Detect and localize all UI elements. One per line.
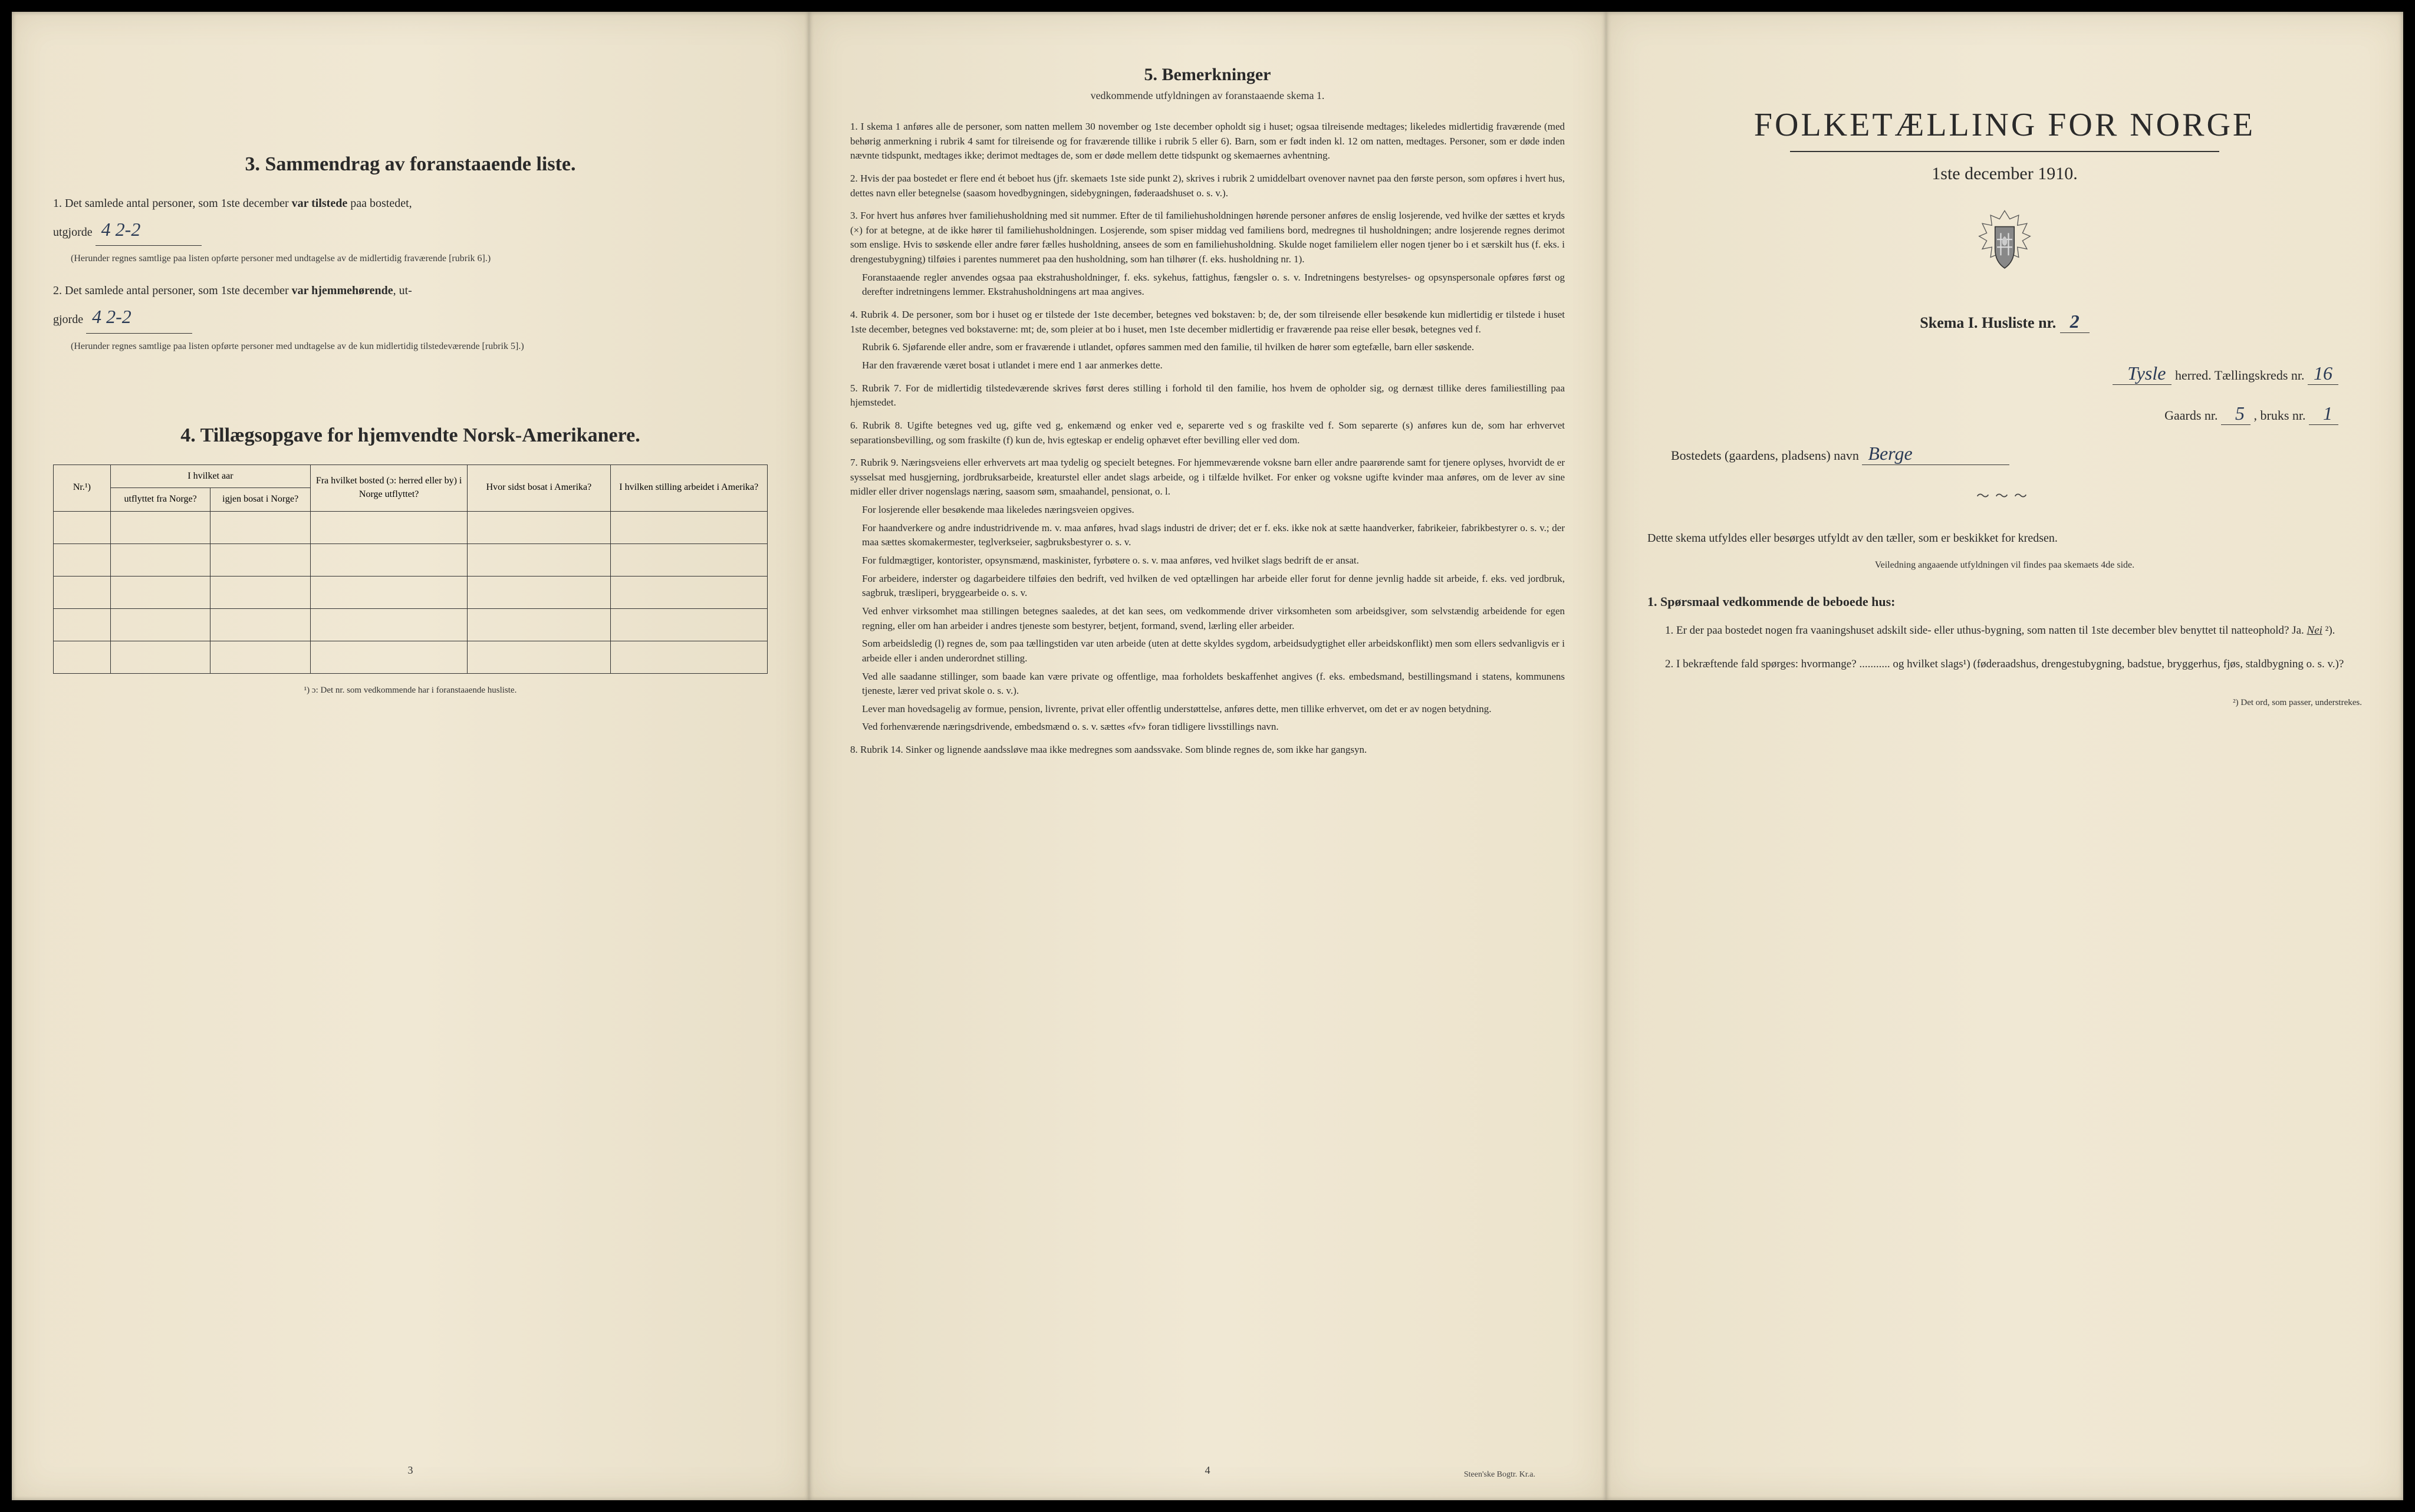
section-4-title: 4. Tillægsopgave for hjemvendte Norsk-Am…	[53, 424, 768, 447]
page-right: FOLKETÆLLING FOR NORGE 1ste december 191…	[1606, 12, 2403, 1500]
title-rule	[1790, 151, 2219, 152]
table-row	[54, 641, 768, 673]
q1-text: 1. Er der paa bostedet nogen fra vaaning…	[1665, 624, 2307, 637]
gaards-line: Gaards nr. 5 , bruks nr. 1	[1647, 403, 2362, 425]
item2-bold: var hjemmehørende	[292, 284, 393, 297]
page-number-3: 3	[408, 1464, 413, 1477]
section-3-title: 3. Sammendrag av foranstaaende liste.	[53, 153, 768, 176]
summary-item-1: 1. Det samlede antal personer, som 1ste …	[53, 193, 768, 266]
remark-4: 4. Rubrik 4. De personer, som bor i huse…	[850, 308, 1565, 373]
table-row	[54, 608, 768, 641]
remark-2: 2. Hvis der paa bostedet er flere end ét…	[850, 172, 1565, 200]
table-row	[54, 511, 768, 543]
th-fra: Fra hvilket bosted (ɔ: herred eller by) …	[310, 465, 467, 511]
item1-note: (Herunder regnes samtlige paa listen opf…	[71, 252, 768, 266]
page-number-4: 4	[1205, 1464, 1210, 1477]
bosted-line: Bostedets (gaardens, pladsens) navn Berg…	[1647, 443, 2362, 465]
item1-line2: utgjorde	[53, 226, 96, 239]
skema-label: Skema I. Husliste nr.	[1920, 314, 2056, 331]
remark-7-sub5: Ved enhver virksomhet maa stillingen bet…	[862, 604, 1565, 633]
remark-7-sub1: For losjerende eller besøkende maa likel…	[862, 503, 1565, 518]
bosted-name: Berge	[1862, 443, 2009, 465]
kreds-nr: 16	[2308, 363, 2338, 385]
gaards-nr: 5	[2221, 403, 2251, 425]
crest-icon	[1972, 207, 2037, 284]
remark-4-sub1: Rubrik 6. Sjøfarende eller andre, som er…	[862, 340, 1565, 355]
bruks-nr: 1	[2309, 403, 2338, 425]
page-left: 3. Sammendrag av foranstaaende liste. 1.…	[12, 12, 809, 1500]
remarks-title: 5. Bemerkninger	[850, 65, 1565, 85]
page-middle: 5. Bemerkninger vedkommende utfyldningen…	[809, 12, 1606, 1500]
husliste-nr: 2	[2060, 311, 2090, 333]
remark-5: 5. Rubrik 7. For de midlertidig tilstede…	[850, 381, 1565, 410]
th-igjen: igjen bosat i Norge?	[210, 488, 311, 511]
remark-3: 3. For hvert hus anføres hver familiehus…	[850, 209, 1565, 299]
remark-7-text: 7. Rubrik 9. Næringsveiens eller erhverv…	[850, 457, 1565, 497]
remarks-subtitle: vedkommende utfyldningen av foranstaaend…	[850, 90, 1565, 102]
supplement-table-wrap: Nr.¹) I hvilket aar Fra hvilket bosted (…	[53, 465, 768, 674]
th-stilling: I hvilken stilling arbeidet i Amerika?	[610, 465, 767, 511]
remark-7-sub7: Ved alle saadanne stillinger, som baade …	[862, 670, 1565, 699]
question-1: 1. Er der paa bostedet nogen fra vaaning…	[1665, 621, 2362, 640]
remark-3-sub: Foranstaaende regler anvendes ogsaa paa …	[862, 271, 1565, 299]
skema-line: Skema I. Husliste nr. 2	[1647, 311, 2362, 333]
q1-nei-answer: Nei	[2307, 624, 2322, 637]
census-main-title: FOLKETÆLLING FOR NORGE	[1647, 106, 2362, 144]
item2-line2: gjorde	[53, 313, 86, 326]
questions-heading: 1. Spørsmaal vedkommende de beboede hus:	[1647, 594, 2362, 610]
remark-7: 7. Rubrik 9. Næringsveiens eller erhverv…	[850, 456, 1565, 734]
item1-suffix: paa bostedet,	[347, 197, 412, 210]
herred-line: Tysle herred. Tællingskreds nr. 16	[1647, 363, 2362, 385]
bruks-label: , bruks nr.	[2254, 408, 2306, 423]
item1-prefix: 1. Det samlede antal personer, som 1ste …	[53, 197, 292, 210]
veiledning-note: Veiledning angaaende utfyldningen vil fi…	[1647, 560, 2362, 571]
remark-4-sub2: Har den fraværende været bosat i utlande…	[862, 358, 1565, 373]
filling-instructions: Dette skema utfyldes eller besørges utfy…	[1647, 528, 2362, 548]
item1-handwritten-count: 4 2-2	[96, 213, 202, 246]
printer-mark: Steen'ske Bogtr. Kr.a.	[1464, 1470, 1535, 1480]
page3-footnote: ²) Det ord, som passer, understrekes.	[1647, 698, 2362, 708]
th-nr: Nr.¹)	[54, 465, 111, 511]
remark-7-sub2: For haandverkere og andre industridriven…	[862, 521, 1565, 550]
decorative-divider: ～～～	[1647, 486, 2362, 505]
remark-1: 1. I skema 1 anføres alle de personer, s…	[850, 120, 1565, 163]
item2-note: (Herunder regnes samtlige paa listen opf…	[71, 340, 768, 354]
remark-6: 6. Rubrik 8. Ugifte betegnes ved ug, gif…	[850, 419, 1565, 447]
remark-7-sub9: Ved forhenværende næringsdrivende, embed…	[862, 720, 1565, 734]
th-aar: I hvilket aar	[110, 465, 310, 487]
supplement-table: Nr.¹) I hvilket aar Fra hvilket bosted (…	[53, 465, 768, 674]
th-utflyttet: utflyttet fra Norge?	[110, 488, 210, 511]
remark-8: 8. Rubrik 14. Sinker og lignende aandssl…	[850, 743, 1565, 757]
question-2: 2. I bekræftende fald spørges: hvormange…	[1665, 655, 2362, 674]
coat-of-arms	[1647, 207, 2362, 287]
remark-7-sub6: Som arbeidsledig (l) regnes de, som paa …	[862, 637, 1565, 666]
herred-label: herred. Tællingskreds nr.	[2175, 368, 2305, 383]
item2-prefix: 2. Det samlede antal personer, som 1ste …	[53, 284, 292, 297]
q1-suffix: ²).	[2322, 624, 2335, 637]
table-row	[54, 543, 768, 576]
census-date: 1ste december 1910.	[1647, 164, 2362, 184]
remark-7-sub8: Lever man hovedsagelig av formue, pensio…	[862, 702, 1565, 717]
item2-suffix: , ut-	[393, 284, 412, 297]
gaards-label: Gaards nr.	[2164, 408, 2217, 423]
th-hvor: Hvor sidst bosat i Amerika?	[468, 465, 610, 511]
census-document: 3. Sammendrag av foranstaaende liste. 1.…	[12, 12, 2403, 1500]
item2-handwritten-count: 4 2-2	[86, 301, 192, 333]
bosted-label: Bostedets (gaardens, pladsens) navn	[1671, 448, 1862, 463]
remark-7-sub4: For arbeidere, inderster og dagarbeidere…	[862, 572, 1565, 601]
summary-item-2: 2. Det samlede antal personer, som 1ste …	[53, 281, 768, 353]
remark-4-text: 4. Rubrik 4. De personer, som bor i huse…	[850, 309, 1565, 335]
table-footnote: ¹) ɔ: Det nr. som vedkommende har i fora…	[53, 686, 768, 696]
remark-3-text: 3. For hvert hus anføres hver familiehus…	[850, 210, 1565, 265]
remarks-list: 1. I skema 1 anføres alle de personer, s…	[850, 120, 1565, 757]
remark-7-sub3: For fuldmægtiger, kontorister, opsynsmæn…	[862, 554, 1565, 568]
item1-bold: var tilstede	[292, 197, 348, 210]
table-row	[54, 576, 768, 608]
herred-name: Tysle	[2113, 363, 2171, 385]
